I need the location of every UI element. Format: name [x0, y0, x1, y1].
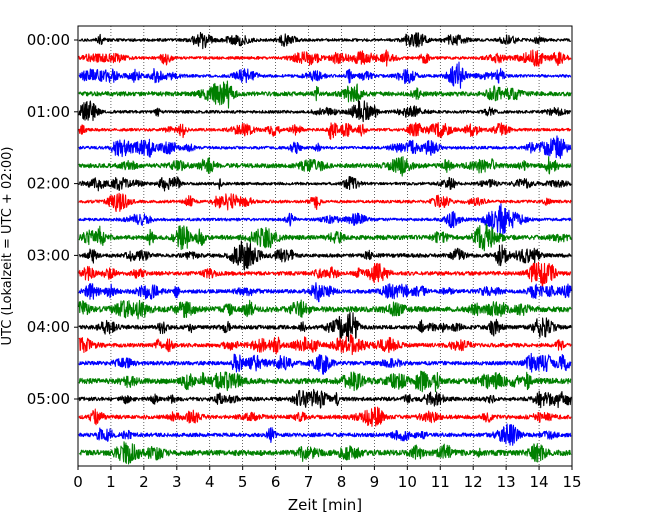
- trace-row: [78, 311, 572, 342]
- trace-row: [78, 423, 572, 446]
- x-tick-label: 3: [172, 473, 182, 491]
- x-axis: 0 1 2 3 4 5 6 7 8 9 10 11 12 13 14 15: [73, 466, 582, 491]
- y-axis-label: UTC (Lokalzeit = UTC + 02:00): [0, 147, 15, 346]
- trace-row: [78, 240, 572, 271]
- trace-row: [78, 333, 572, 356]
- trace-row: [78, 192, 572, 213]
- x-tick-label: 6: [271, 473, 281, 491]
- y-tick-label: 01:00: [27, 103, 70, 121]
- trace-row: [78, 61, 572, 89]
- trace-row: [78, 49, 572, 67]
- y-tick-label: 05:00: [27, 390, 70, 408]
- y-axis: 00:00 01:00 02:00 03:00 04:00 05:00: [27, 31, 78, 408]
- x-tick-label: 13: [497, 473, 516, 491]
- trace-row: [78, 299, 572, 320]
- x-tick-label: 12: [464, 473, 483, 491]
- x-tick-label: 0: [73, 473, 83, 491]
- trace-row: [78, 261, 572, 288]
- trace-row: [78, 135, 572, 159]
- y-tick-label: 03:00: [27, 246, 70, 264]
- trace-row: [78, 388, 572, 409]
- trace-row: [78, 441, 572, 465]
- trace-row: [78, 352, 572, 375]
- y-tick-label: 04:00: [27, 318, 70, 336]
- y-tick-label: 02:00: [27, 175, 70, 193]
- trace-row: [78, 175, 572, 192]
- trace-row: [78, 156, 572, 177]
- x-tick-label: 5: [238, 473, 248, 491]
- trace-row: [78, 31, 572, 50]
- x-tick-label: 15: [562, 473, 581, 491]
- x-tick-label: 10: [398, 473, 417, 491]
- trace-row: [78, 282, 572, 303]
- x-tick-label: 7: [304, 473, 314, 491]
- x-tick-label: 14: [530, 473, 549, 491]
- y-tick-label: 00:00: [27, 31, 70, 49]
- trace-row: [78, 406, 572, 427]
- x-tick-label: 2: [139, 473, 149, 491]
- x-tick-label: 8: [337, 473, 347, 491]
- x-tick-label: 9: [370, 473, 380, 491]
- plot-frame: [77, 25, 573, 467]
- trace-row: [78, 122, 572, 140]
- trace-row: [78, 203, 572, 236]
- x-tick-label: 11: [431, 473, 450, 491]
- x-axis-label: Zeit [min]: [288, 496, 362, 514]
- trace-row: [78, 223, 572, 252]
- trace-row: [78, 370, 572, 393]
- trace-layer: [78, 31, 572, 465]
- x-tick-label: 1: [106, 473, 116, 491]
- trace-row: [78, 80, 572, 109]
- x-tick-label: 4: [205, 473, 215, 491]
- trace-row: [78, 99, 572, 123]
